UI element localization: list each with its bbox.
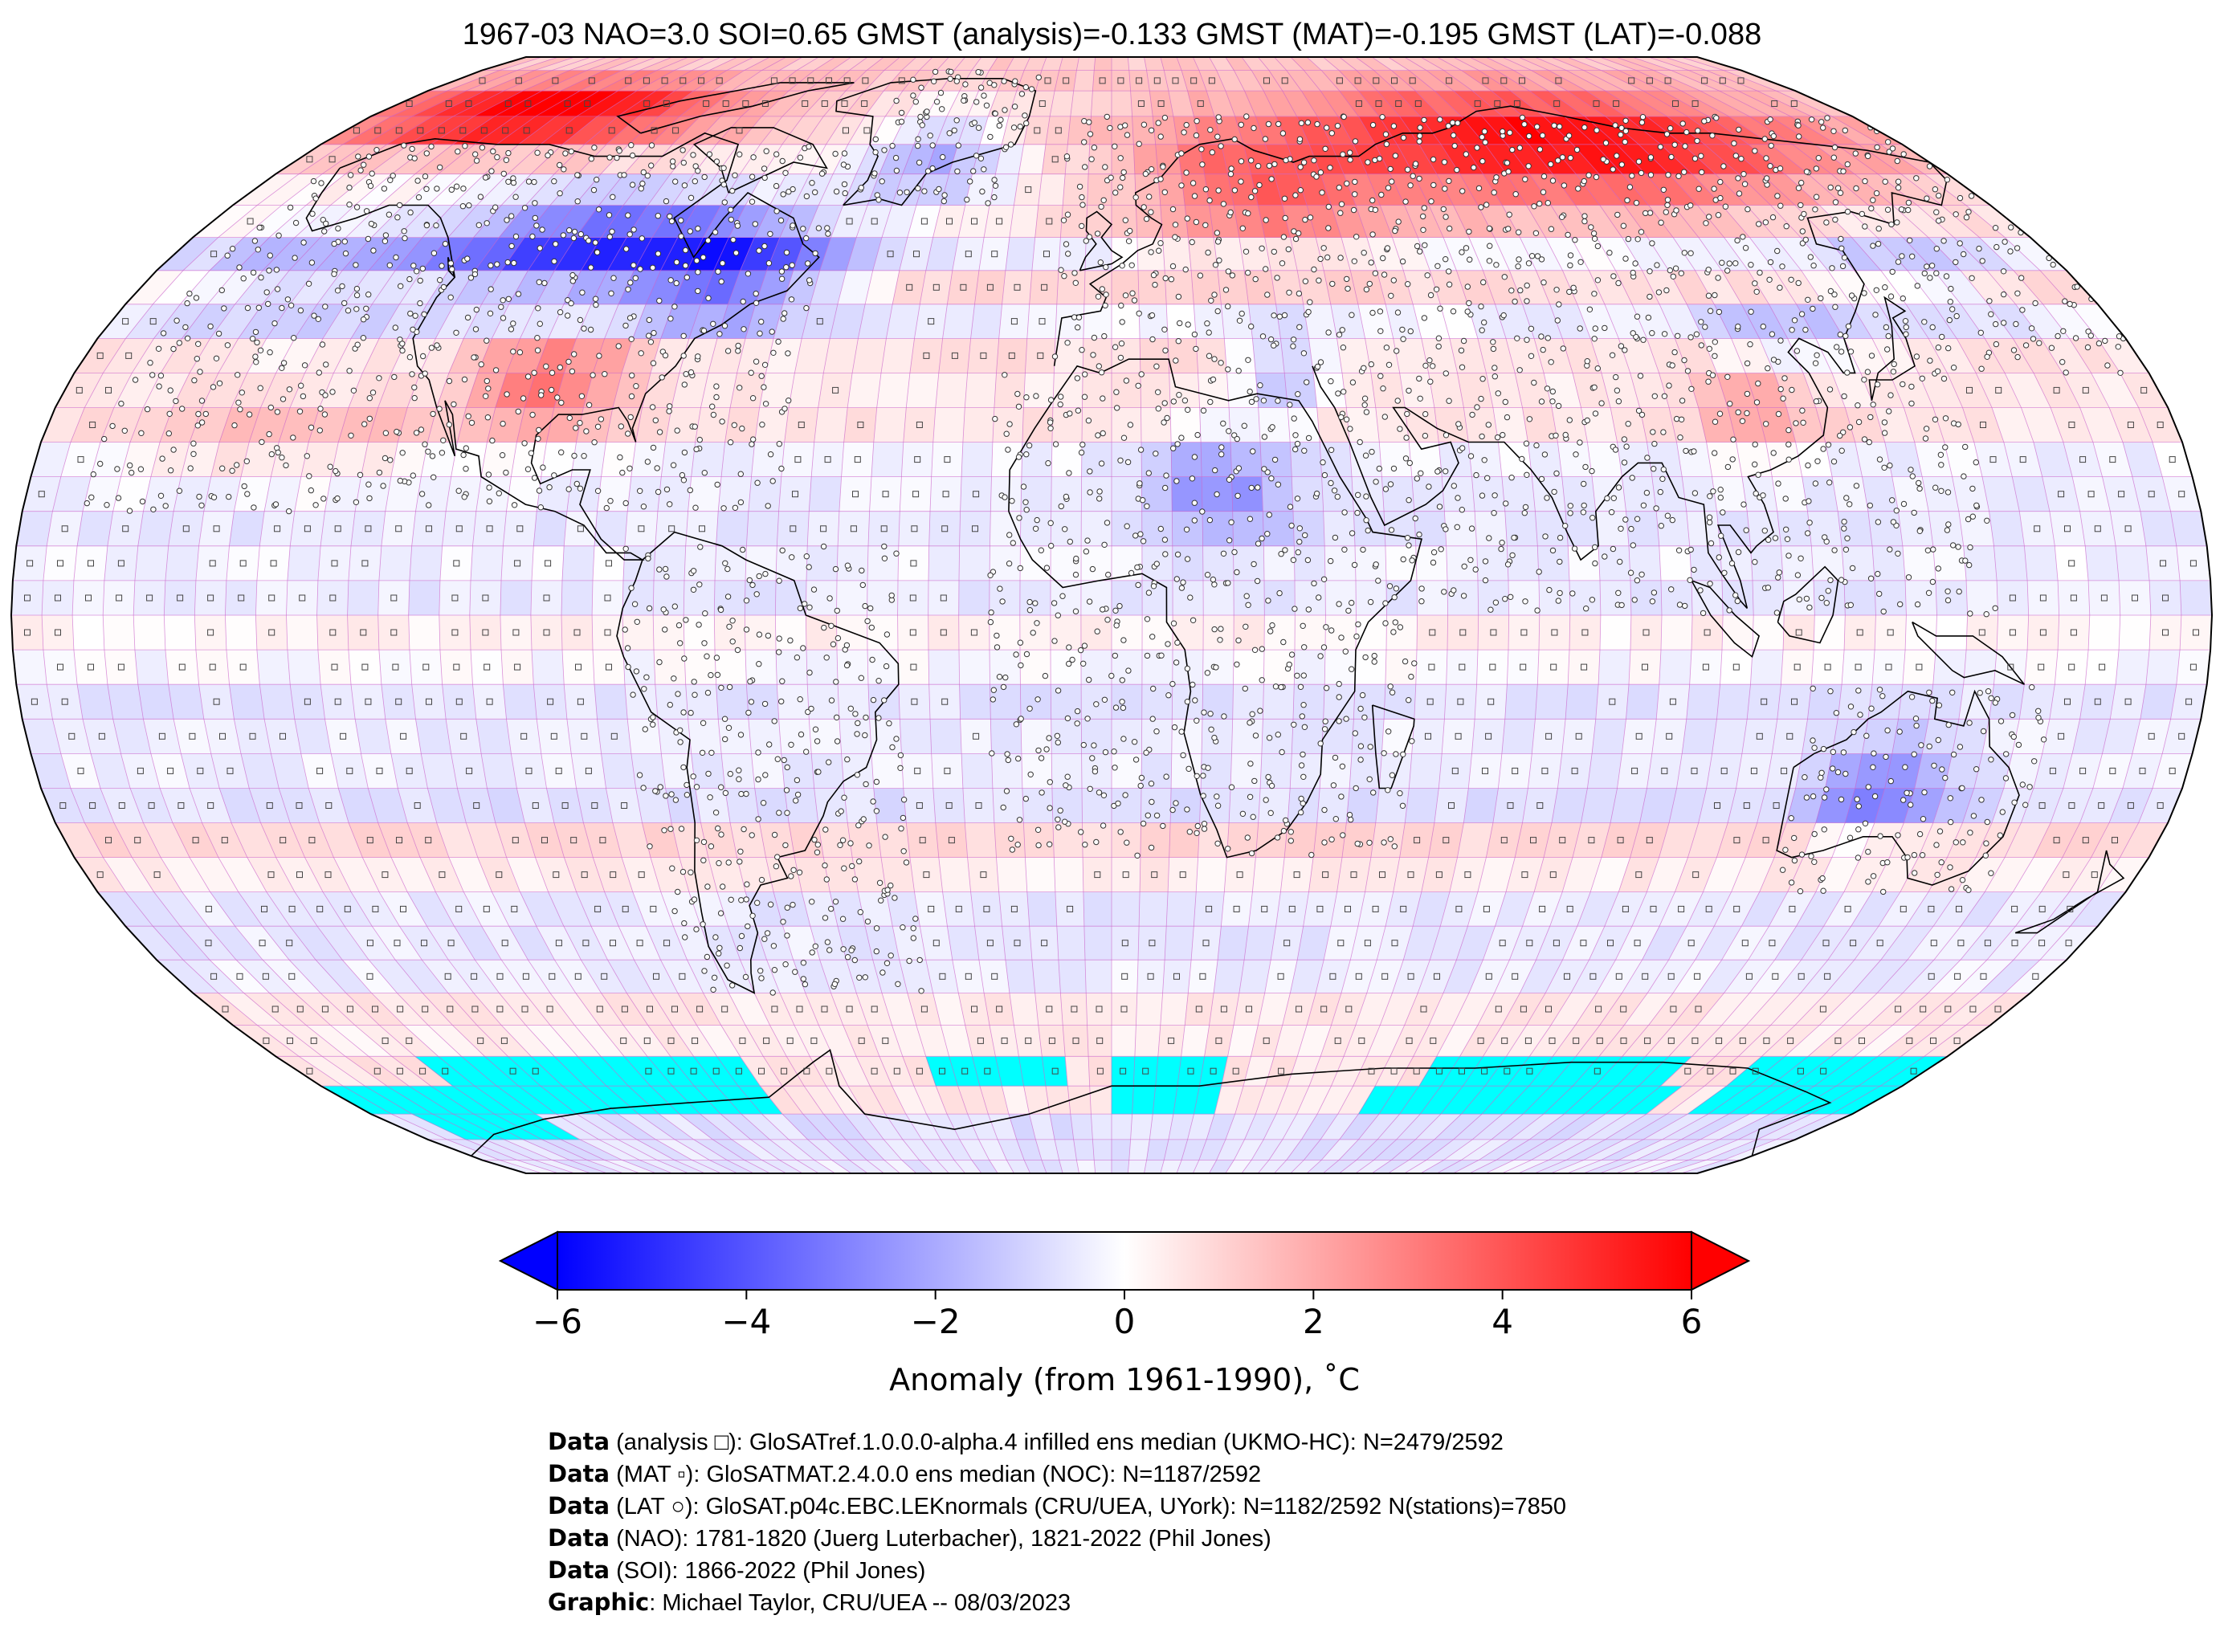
credit-line-label: Data	[548, 1492, 610, 1519]
colorbar-tick-label: 6	[1681, 1302, 1703, 1341]
map-boundary	[10, 56, 2214, 1174]
world-anomaly-map	[10, 56, 2214, 1174]
colorbar-min-extend-arrow	[498, 1230, 558, 1291]
colorbar-label: Anomaly (from 1961-1990), ˚C	[889, 1362, 1360, 1397]
credit-line: Data (SOI): 1866-2022 (Phil Jones)	[548, 1555, 1566, 1587]
credit-line: Data (MAT ▫): GloSATMAT.2.4.0.0 ens medi…	[548, 1458, 1566, 1491]
colorbar-tick-label: 2	[1303, 1302, 1324, 1341]
credit-line-label: Data	[548, 1460, 610, 1487]
credit-line-text: (analysis □): GloSATref.1.0.0.0-alpha.4 …	[610, 1430, 1504, 1455]
grid-lines	[11, 57, 2212, 1173]
credit-line: Graphic: Michael Taylor, CRU/UEA -- 08/0…	[548, 1587, 1566, 1619]
colorbar-tick-label: −4	[721, 1302, 771, 1341]
colorbar-gradient	[557, 1231, 1692, 1291]
credit-line-text: (LAT ○): GloSAT.p04c.EBC.LEKnormals (CRU…	[610, 1494, 1566, 1519]
credit-line-text: : Michael Taylor, CRU/UEA -- 08/03/2023	[649, 1590, 1071, 1616]
colorbar-max-extend-arrow	[1691, 1230, 1751, 1291]
credit-line: Data (analysis □): GloSATref.1.0.0.0-alp…	[548, 1426, 1566, 1458]
anomaly-grid-cells	[11, 57, 2212, 1173]
figure-title: 1967-03 NAO=3.0 SOI=0.65 GMST (analysis)…	[462, 18, 1762, 51]
credit-line-text: (MAT ▫): GloSATMAT.2.4.0.0 ens median (N…	[610, 1462, 1262, 1487]
colorbar-tick-label: −2	[911, 1302, 961, 1341]
station-markers	[24, 68, 2199, 1075]
credit-line-text: (NAO): 1781-1820 (Juerg Luterbacher), 18…	[610, 1526, 1271, 1552]
credit-line-label: Data	[548, 1428, 610, 1455]
colorbar: −6 −4 −2 0 2 4 6 Anomaly (from 1961-1990), ˚C	[498, 1230, 1751, 1397]
credit-line: Data (NAO): 1781-1820 (Juerg Luterbacher…	[548, 1523, 1566, 1555]
credit-line-label: Data	[548, 1524, 610, 1552]
credit-line-text: (SOI): 1866-2022 (Phil Jones)	[610, 1558, 926, 1584]
coastlines	[305, 78, 2125, 1156]
colorbar-tick-label: −6	[533, 1302, 582, 1341]
credit-line-label: Graphic	[548, 1589, 650, 1616]
colorbar-tick-label: 4	[1492, 1302, 1513, 1341]
data-credits: Data (analysis □): GloSATref.1.0.0.0-alp…	[548, 1426, 1566, 1619]
colorbar-tick-label: 0	[1114, 1302, 1136, 1341]
credit-line-label: Data	[548, 1556, 610, 1584]
credit-line: Data (LAT ○): GloSAT.p04c.EBC.LEKnormals…	[548, 1491, 1566, 1523]
